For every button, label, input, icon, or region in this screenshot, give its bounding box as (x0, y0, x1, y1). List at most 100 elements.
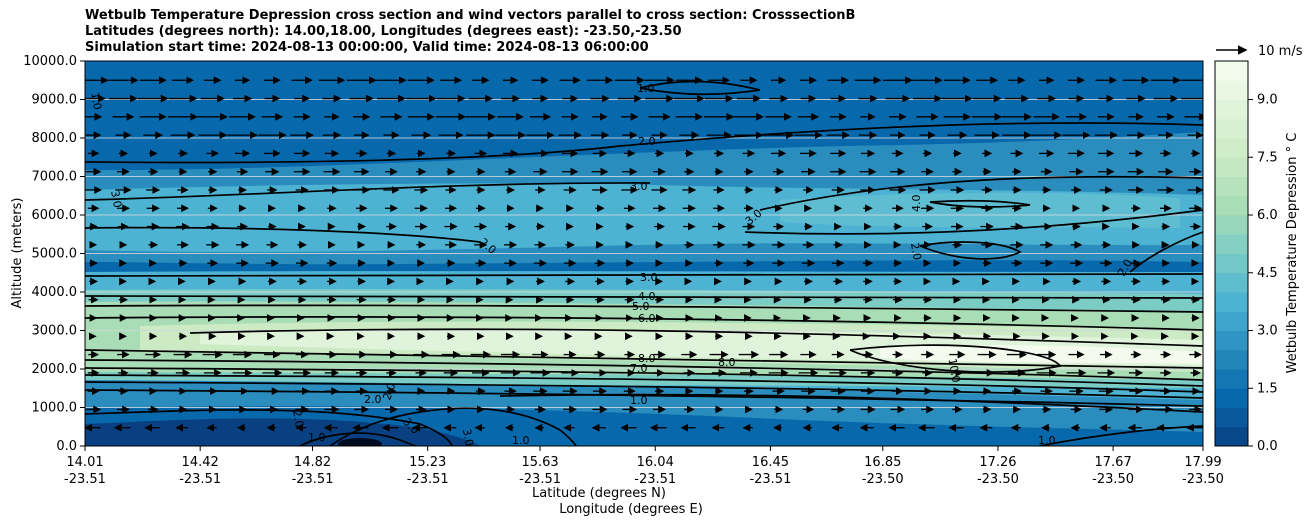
y-axis: 0.0 1000.0 2000.0 3000.0 4000.0 5000.0 6000.0 7… (23, 54, 85, 454)
colorbar-step (1215, 349, 1248, 370)
colorbar-step (1215, 61, 1248, 81)
y-tick-label: 1000.0 (32, 401, 78, 416)
x-tick-label-lon: -23.51 (749, 472, 791, 487)
x-tick-label-lat: 14.42 (182, 455, 219, 470)
colorbar-tick-label: 6.0 (1257, 208, 1278, 223)
y-tick-label: 2000.0 (32, 362, 78, 377)
contour-label: 2.0 (364, 393, 382, 406)
x-tick-label-lon: -23.50 (1092, 472, 1134, 487)
chart-title-line-3: Simulation start time: 2024-08-13 00:00:… (85, 40, 649, 55)
colorbar-step (1215, 388, 1248, 408)
colorbar-step (1215, 215, 1248, 235)
x-tick-label-lon: -23.51 (407, 472, 449, 487)
colorbar-tick-label: 7.5 (1257, 150, 1278, 165)
contour-line (85, 304, 1203, 313)
contour-line (189, 328, 1203, 347)
contour-label: 3.0 (640, 271, 658, 284)
x-tick-label-lon: -23.51 (64, 472, 106, 487)
contour-label: 1.0 (637, 82, 655, 95)
wind-key: 10 m/s (1216, 44, 1303, 59)
colorbar-step (1215, 272, 1248, 293)
x-tick-label-lat: 16.45 (752, 455, 789, 470)
chart-title-line-1: Wetbulb Temperature Depression cross sec… (85, 8, 856, 23)
colorbar-step (1215, 369, 1248, 389)
y-tick-label: 6000.0 (32, 208, 78, 223)
colorbar-tick-label: 0.0 (1257, 439, 1278, 454)
x-tick-label-lat: 14.82 (294, 455, 331, 470)
y-tick-label: 9000.0 (32, 93, 78, 108)
chart-title-line-2: Latitudes (degrees north): 14.00,18.00, … (85, 24, 682, 39)
colorbar-step (1215, 234, 1248, 254)
x-tick-label-lat: 16.85 (864, 455, 901, 470)
contour-label: 1.0 (1038, 434, 1056, 447)
contour-label: 3.0 (108, 189, 124, 208)
contour-line (639, 80, 761, 96)
colorbar-step (1215, 311, 1248, 331)
contour-label: 4.0 (910, 195, 923, 213)
colorbar-tick-label: 9.0 (1257, 93, 1278, 108)
colorbar-step (1215, 157, 1248, 177)
x-tick-label-lon: -23.51 (179, 472, 221, 487)
x-tick-label-lat: 17.99 (1184, 455, 1221, 470)
contour-label: 2.0 (290, 409, 306, 428)
contour-label: 2.0 (380, 381, 398, 402)
x-tick-label-lat: 14.01 (66, 455, 103, 470)
colorbar-tick-label: 1.5 (1257, 381, 1278, 396)
contour-label: 1.0 (308, 431, 326, 444)
colorbar-label: Wetbulb Temperature Depression ° C (1285, 133, 1300, 374)
x-tick-label-lat: 17.67 (1095, 455, 1132, 470)
colorbar-step (1215, 292, 1248, 312)
colorbar-step (1215, 99, 1248, 120)
y-tick-label: 0.0 (56, 439, 77, 454)
y-tick-label: 8000.0 (32, 131, 78, 146)
colorbar: 0.0 1.5 3.0 4.5 6.0 7.5 9.0 Wetbulb Temperatur… (1214, 60, 1300, 454)
x-tick-label-lat: 17.26 (979, 455, 1016, 470)
x-tick-label-lon: -23.51 (634, 472, 676, 487)
contour-line (85, 226, 481, 243)
x-axis-label-longitude: Longitude (degrees E) (559, 502, 703, 517)
contour-label: 10.0 (946, 357, 963, 383)
x-tick-label-lat: 15.63 (521, 455, 558, 470)
colorbar-step (1215, 118, 1248, 139)
contour-label: 3.0 (630, 180, 648, 193)
wind-vectors (85, 76, 1203, 432)
colorbar-step (1215, 426, 1248, 447)
contour-line (85, 316, 1203, 331)
colorbar-step (1215, 176, 1248, 197)
contour-line (85, 374, 1203, 393)
colorbar-tick-label: 3.0 (1257, 324, 1278, 339)
contour-label: 1.0 (630, 394, 648, 407)
contour-label: 4.0 (638, 290, 656, 303)
contour-label: 3.0 (460, 428, 476, 447)
colorbar-step (1215, 407, 1248, 428)
contour-label: 2.0 (638, 135, 656, 148)
band-upper-core (780, 192, 1180, 228)
contour-line (85, 381, 1203, 399)
x-tick-label-lon: -23.50 (1182, 472, 1224, 487)
contour-label: 2.0 (908, 242, 924, 261)
contour-label: 6.0 (638, 312, 656, 325)
contour-label: 5.0 (632, 300, 650, 313)
contour-line (744, 209, 1203, 235)
band-surface-blob (338, 438, 382, 446)
contour-line (85, 122, 1203, 164)
contour-label: 7.0 (630, 362, 648, 375)
x-axis: 14.01 -23.51 14.42 -23.51 14.82 -23.51 15.23 -2… (64, 446, 1224, 487)
x-tick-label-lon: -23.51 (292, 472, 334, 487)
y-tick-label: 7000.0 (32, 170, 78, 185)
x-axis-label-latitude: Latitude (degrees N) (532, 486, 666, 501)
contour-label: 8.0 (718, 356, 736, 369)
y-tick-label: 3000.0 (32, 324, 78, 339)
x-tick-label-lat: 15.23 (409, 455, 446, 470)
wind-key-label: 10 m/s (1258, 44, 1303, 59)
contour-line (299, 432, 417, 446)
colorbar-step (1215, 253, 1248, 274)
contour-line (85, 409, 453, 446)
colorbar-ticks: 0.0 1.5 3.0 4.5 6.0 7.5 9.0 (1248, 93, 1278, 454)
x-tick-label-lat: 16.04 (637, 455, 674, 470)
y-tick-label: 10000.0 (23, 54, 77, 69)
colorbar-frame (1214, 60, 1249, 447)
y-axis-label: Altitude (meters) (10, 198, 25, 309)
band-surface-dark (85, 418, 480, 446)
